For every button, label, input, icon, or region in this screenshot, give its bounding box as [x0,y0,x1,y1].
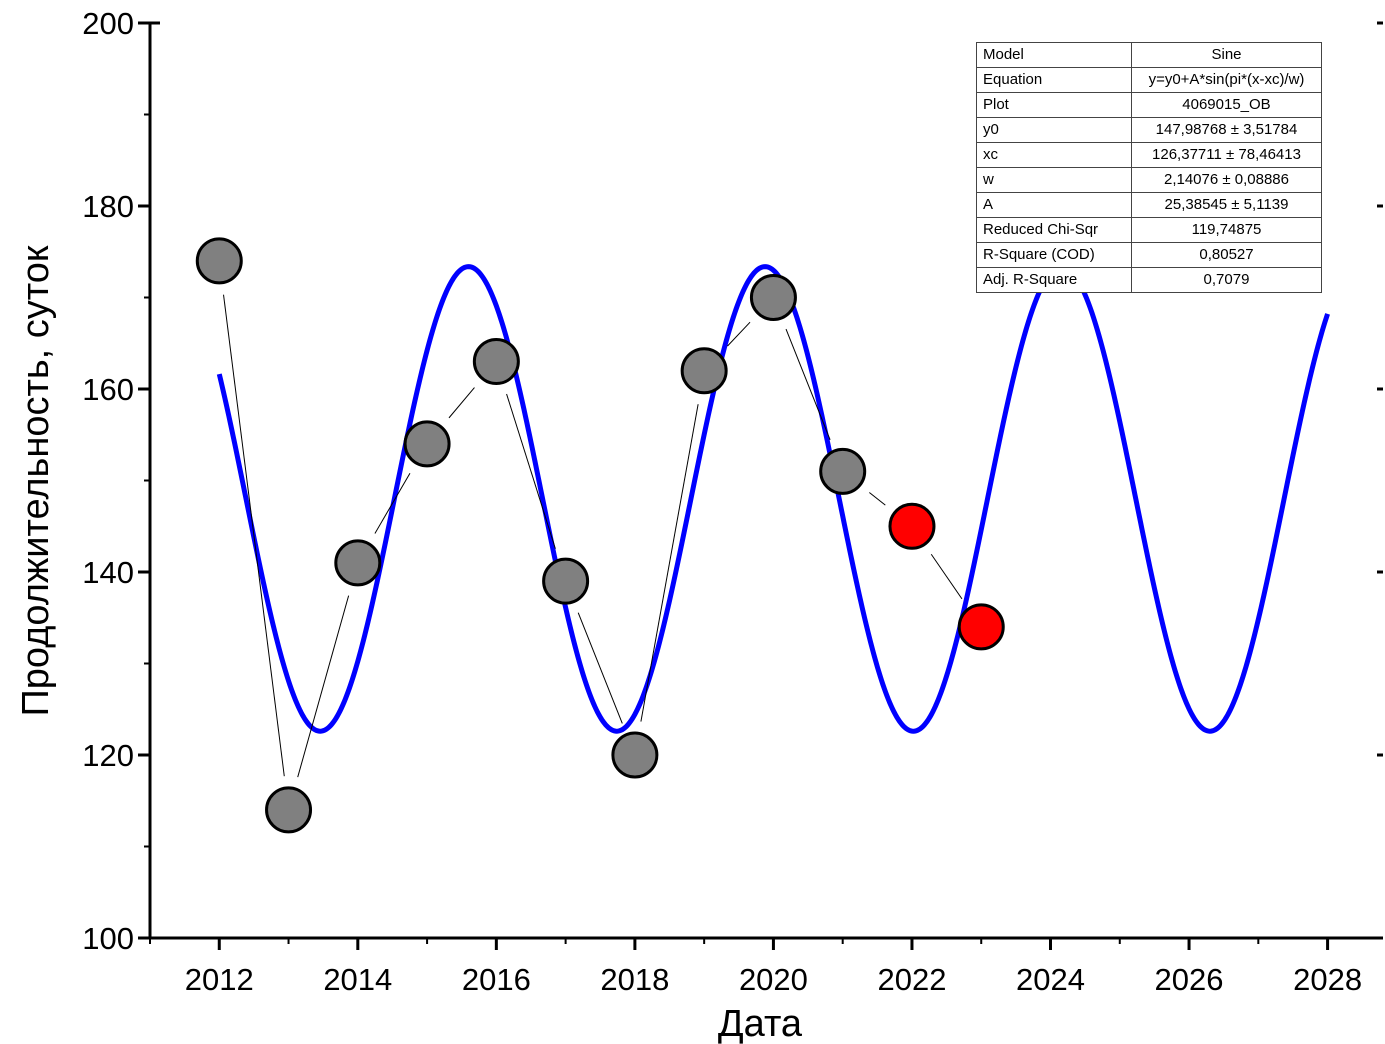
fit-table-key: Equation [976,67,1132,93]
fit-table-value: 0,80527 [1131,242,1322,268]
fit-curve-layer [216,264,1330,734]
data-point [680,347,728,395]
highlighted-point [957,603,1005,651]
x-tick-label: 2012 [185,962,254,997]
x-tick-label: 2016 [462,962,531,997]
fit-table-row: Adj. R-Square 0,7079 [976,267,1322,293]
connector-segment [374,473,411,534]
fit-table-key: Adj. R-Square [976,267,1132,293]
fit-table-key: Plot [976,92,1132,118]
fit-table-row: R-Square (COD) 0,80527 [976,242,1322,268]
fit-table-value: 4069015_OB [1131,92,1322,118]
x-tick-label: 2020 [739,962,808,997]
connector-segment [640,404,699,722]
fit-table-row: A 25,38545 ± 5,1139 [976,192,1322,218]
data-point [472,338,520,386]
connector-segment [297,595,350,778]
fit-table-row: y0 147,98768 ± 3,51784 [976,117,1322,143]
x-axis-title: Дата [718,1003,803,1044]
y-tick-label: 140 [82,555,134,590]
y-tick-label: 120 [82,738,134,773]
connector-segment [223,294,285,777]
y-tick-label: 200 [82,6,134,41]
y-tick-label: 160 [82,372,134,407]
y-tick-label: 180 [82,189,134,224]
fit-table-key: R-Square (COD) [976,242,1132,268]
axes [138,21,1383,950]
connector-segment [869,492,886,506]
fit-table-value: Sine [1131,42,1322,68]
data-point [403,420,451,468]
x-tick-label: 2018 [600,962,669,997]
fit-table-value: 119,74875 [1131,217,1322,243]
data-point [749,274,797,321]
tick-labels: 100 120 140 160 180 200 2012 2014 2016 2018 2020 20… [82,6,1362,997]
fit-table-key: xc [976,142,1132,168]
fit-table-key: y0 [976,117,1132,143]
fit-table-row: Reduced Chi-Sqr 119,74875 [976,217,1322,243]
data-point [265,786,313,834]
x-tick-label: 2014 [323,962,392,997]
data-point [819,447,867,495]
highlighted-point [888,502,936,550]
fit-table-value: 2,14076 ± 0,08886 [1131,167,1322,193]
data-point [334,539,382,587]
fit-table-key: Model [976,42,1132,68]
data-point [542,557,590,605]
data-point [611,731,659,779]
fit-results-table: Model Sine Equation y=y0+A*sin(pi*(x-xc)/w)… [976,42,1322,293]
sine-fit-curve [216,264,1330,734]
connector-segment [506,393,556,549]
y-axis-title: Продолжительность, суток [15,245,57,716]
x-tick-label: 2024 [1016,962,1085,997]
x-tick-label: 2026 [1155,962,1224,997]
connector-segment [577,612,623,724]
fit-table-value: y=y0+A*sin(pi*(x-xc)/w) [1131,67,1322,93]
fit-table-value: 147,98768 ± 3,51784 [1131,117,1322,143]
fit-table-row: Equation y=y0+A*sin(pi*(x-xc)/w) [976,67,1322,93]
fit-table-row: w 2,14076 ± 0,08886 [976,167,1322,193]
connector-segment [448,387,475,419]
fit-table-row: Model Sine [976,42,1322,68]
connector-segment [727,321,751,347]
fit-table-row: Plot 4069015_OB [976,92,1322,118]
fit-table-value: 25,38545 ± 5,1139 [1131,192,1322,218]
fit-table-value: 0,7079 [1131,267,1322,293]
connector-segment [930,553,963,600]
fit-table-row: xc 126,37711 ± 78,46413 [976,142,1322,168]
fit-table-key: Reduced Chi-Sqr [976,217,1132,243]
fit-table-key: A [976,192,1132,218]
data-point [195,237,243,285]
x-tick-label: 2022 [877,962,946,997]
series-layer [195,237,1005,834]
fit-table-key: w [976,167,1132,193]
x-tick-label: 2028 [1293,962,1362,997]
y-tick-label: 100 [82,921,134,956]
fit-table-value: 126,37711 ± 78,46413 [1131,142,1322,168]
connector-segment [785,328,831,440]
